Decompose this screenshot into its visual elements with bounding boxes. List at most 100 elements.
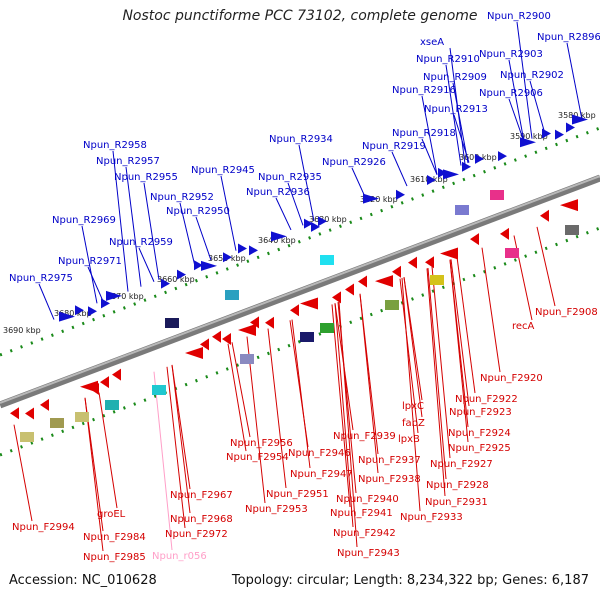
reverse-leader-line [171,364,191,514]
forward-leader-line [179,202,196,267]
reverse-gene-label: Npun_F2923 [449,407,512,418]
gene-block [20,432,34,442]
reverse-gene-label: Npun_F2943 [337,548,400,559]
forward-leader-line [529,80,546,134]
forward-gene-label: Npun_R2975 [9,273,73,284]
scale-tick-label: 3640 kbp [258,236,296,245]
reverse-gene-arrow [375,275,393,288]
forward-leader-line [452,82,469,164]
forward-leader-line [195,216,212,261]
reverse-gene-arrow [540,209,549,222]
forward-gene-label: Npun_R2909 [423,72,487,83]
reverse-gene-label: Npun_F2967 [170,490,233,501]
forward-gene-label: Npun_R2913 [424,104,488,115]
scale-tick-label: 3630 kbp [309,215,347,224]
reverse-leader-line [403,277,423,418]
reverse-gene-label: Npun_F2954 [226,452,289,463]
forward-gene-label: Npun_R2959 [109,237,173,248]
reverse-gene-label: Npun_F2939 [333,431,396,442]
forward-leader-line [81,225,98,304]
reverse-gene-label: Npun_F2947 [290,469,353,480]
scale-tick-label: 3660 kbp [157,275,195,284]
reverse-gene-label: Npun_F2940 [336,494,399,505]
forward-gene-label: Npun_R2910 [416,54,480,65]
reverse-leader-line [399,278,419,434]
reverse-leader-line [246,336,266,504]
reverse-gene-label: fabZ [402,418,425,429]
forward-leader-line [287,182,304,226]
reverse-gene-label: Npun_F2920 [480,373,543,384]
forward-leader-line [421,138,438,175]
reverse-leader-line [153,371,173,551]
reverse-gene-arrow [358,275,367,288]
gene-block [165,318,179,328]
forward-gene-label: Npun_R2952 [150,192,214,203]
gene-block [225,290,239,300]
reverse-leader-line [536,226,556,307]
forward-leader-line [275,197,292,231]
forward-gene-label: Npun_R2945 [191,165,255,176]
forward-gene-arrow [475,153,484,164]
reverse-gene-label: Npun_F2942 [333,528,396,539]
forward-leader-line [138,247,155,282]
reverse-leader-line [450,259,470,407]
forward-leader-line [38,283,55,320]
reverse-gene-label: Npun_F2933 [400,512,463,523]
reverse-gene-label: groEL [97,509,126,520]
forward-gene-arrow [177,269,186,280]
forward-gene-arrow [249,245,258,256]
gene-block [385,300,399,310]
reverse-leader-line [426,268,446,497]
reverse-gene-arrow [250,316,259,329]
reverse-gene-label: Npun_F2968 [170,514,233,525]
scale-tick-label: 3580 kbp [558,111,596,120]
scale-tick-label: 3590 kbp [510,132,548,141]
forward-leader-line [391,151,408,187]
forward-gene-label: Npun_R2958 [83,140,147,151]
forward-gene-arrow [201,260,217,271]
reverse-gene-arrow [345,283,354,296]
forward-gene-label: Npun_R2919 [362,141,426,152]
reverse-gene-label: Npun_F2972 [165,529,228,540]
forward-gene-arrow [311,221,320,232]
forward-gene-arrow [238,243,247,254]
forward-gene-arrow [443,169,459,180]
reverse-gene-arrow [112,368,121,381]
reverse-leader-line [334,303,354,528]
forward-gene-label: Npun_R2969 [52,215,116,226]
forward-gene-arrow [396,189,405,200]
reverse-leader-line [401,277,421,512]
forward-gene-label: Npun_R2900 [487,11,551,22]
reverse-gene-arrow [500,227,509,240]
reverse-gene-label: Npun_F2951 [266,489,329,500]
forward-gene-label: Npun_R2955 [114,172,178,183]
gene-block [565,225,579,235]
forward-gene-arrow [462,161,471,172]
forward-leader-line [87,266,104,302]
reverse-gene-arrow [212,330,221,343]
reverse-leader-line [166,366,186,529]
reverse-gene-arrow [300,297,318,310]
gene-block [320,323,334,333]
forward-gene-arrow [520,137,536,148]
forward-gene-arrow [566,122,575,133]
accession-text: Accession: NC_010628 [9,573,157,588]
reverse-gene-label: Npun_F2984 [83,532,146,543]
forward-leader-line [125,166,142,287]
reverse-gene-arrow [100,376,109,389]
reverse-gene-arrow [10,407,19,420]
reverse-gene-arrow [408,256,417,269]
forward-leader-line [143,182,160,280]
genome-backbone [0,174,600,409]
scale-tick-label: 3620 kbp [360,195,398,204]
label-leaders [13,21,583,552]
gene-block [105,400,119,410]
gene-block [240,354,254,364]
reverse-gene-label: Npun_F2908 [535,307,598,318]
reverse-gene-label: lpxB [398,434,420,445]
genome-summary-text: Topology: circular; Length: 8,234,322 bp… [231,573,589,588]
gene-block [300,332,314,342]
reverse-gene-label: Npun_F2985 [83,552,146,563]
